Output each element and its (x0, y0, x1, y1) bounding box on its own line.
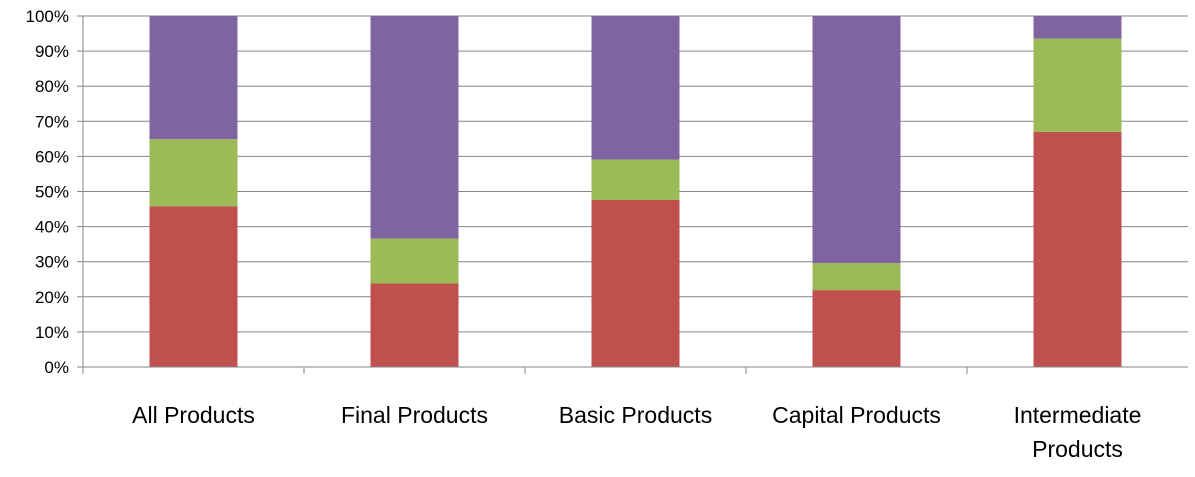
bar-segment-series-2 (1033, 38, 1122, 132)
axes (77, 15, 1188, 374)
bar-segment-series-3 (591, 16, 680, 160)
bar-segment-series-3 (812, 16, 901, 264)
bar-segment-series-1 (1033, 131, 1122, 367)
y-tick-label: 70% (35, 112, 69, 131)
y-tick-label: 40% (35, 218, 69, 237)
bar-segment-series-1 (591, 199, 680, 367)
bar-segment-series-2 (149, 139, 238, 207)
y-tick-label: 0% (44, 358, 69, 377)
y-tick-label: 100% (26, 7, 69, 26)
bar-segment-series-1 (370, 283, 459, 367)
x-tick-label: Basic Products (559, 402, 712, 428)
y-tick-label: 30% (35, 253, 69, 272)
bar-segment-series-3 (149, 16, 238, 140)
x-tick-label: Capital Products (772, 402, 941, 428)
x-tick-label: Products (1032, 436, 1123, 462)
x-tick-label: All Products (132, 402, 255, 428)
bar-segment-series-3 (1033, 16, 1122, 39)
y-tick-label: 10% (35, 323, 69, 342)
x-tick-label: Final Products (341, 402, 488, 428)
y-tick-label: 90% (35, 42, 69, 61)
bar-segment-series-2 (812, 263, 901, 291)
bar-segment-series-2 (591, 159, 680, 200)
bar-segment-series-1 (812, 290, 901, 367)
bars (149, 16, 1122, 367)
y-tick-label: 60% (35, 147, 69, 166)
bar-segment-series-1 (149, 206, 238, 367)
labels: 0% 10% 20% 30% 40% 50% 60% 70% 80% 90% 100% All Pro… (26, 7, 1142, 462)
y-tick-label: 50% (35, 183, 69, 202)
bar-segment-series-3 (370, 16, 459, 239)
y-tick-label: 20% (35, 288, 69, 307)
y-tick-label: 80% (35, 77, 69, 96)
x-tick-label: Intermediate (1014, 402, 1142, 428)
bar-segment-series-2 (370, 238, 459, 284)
